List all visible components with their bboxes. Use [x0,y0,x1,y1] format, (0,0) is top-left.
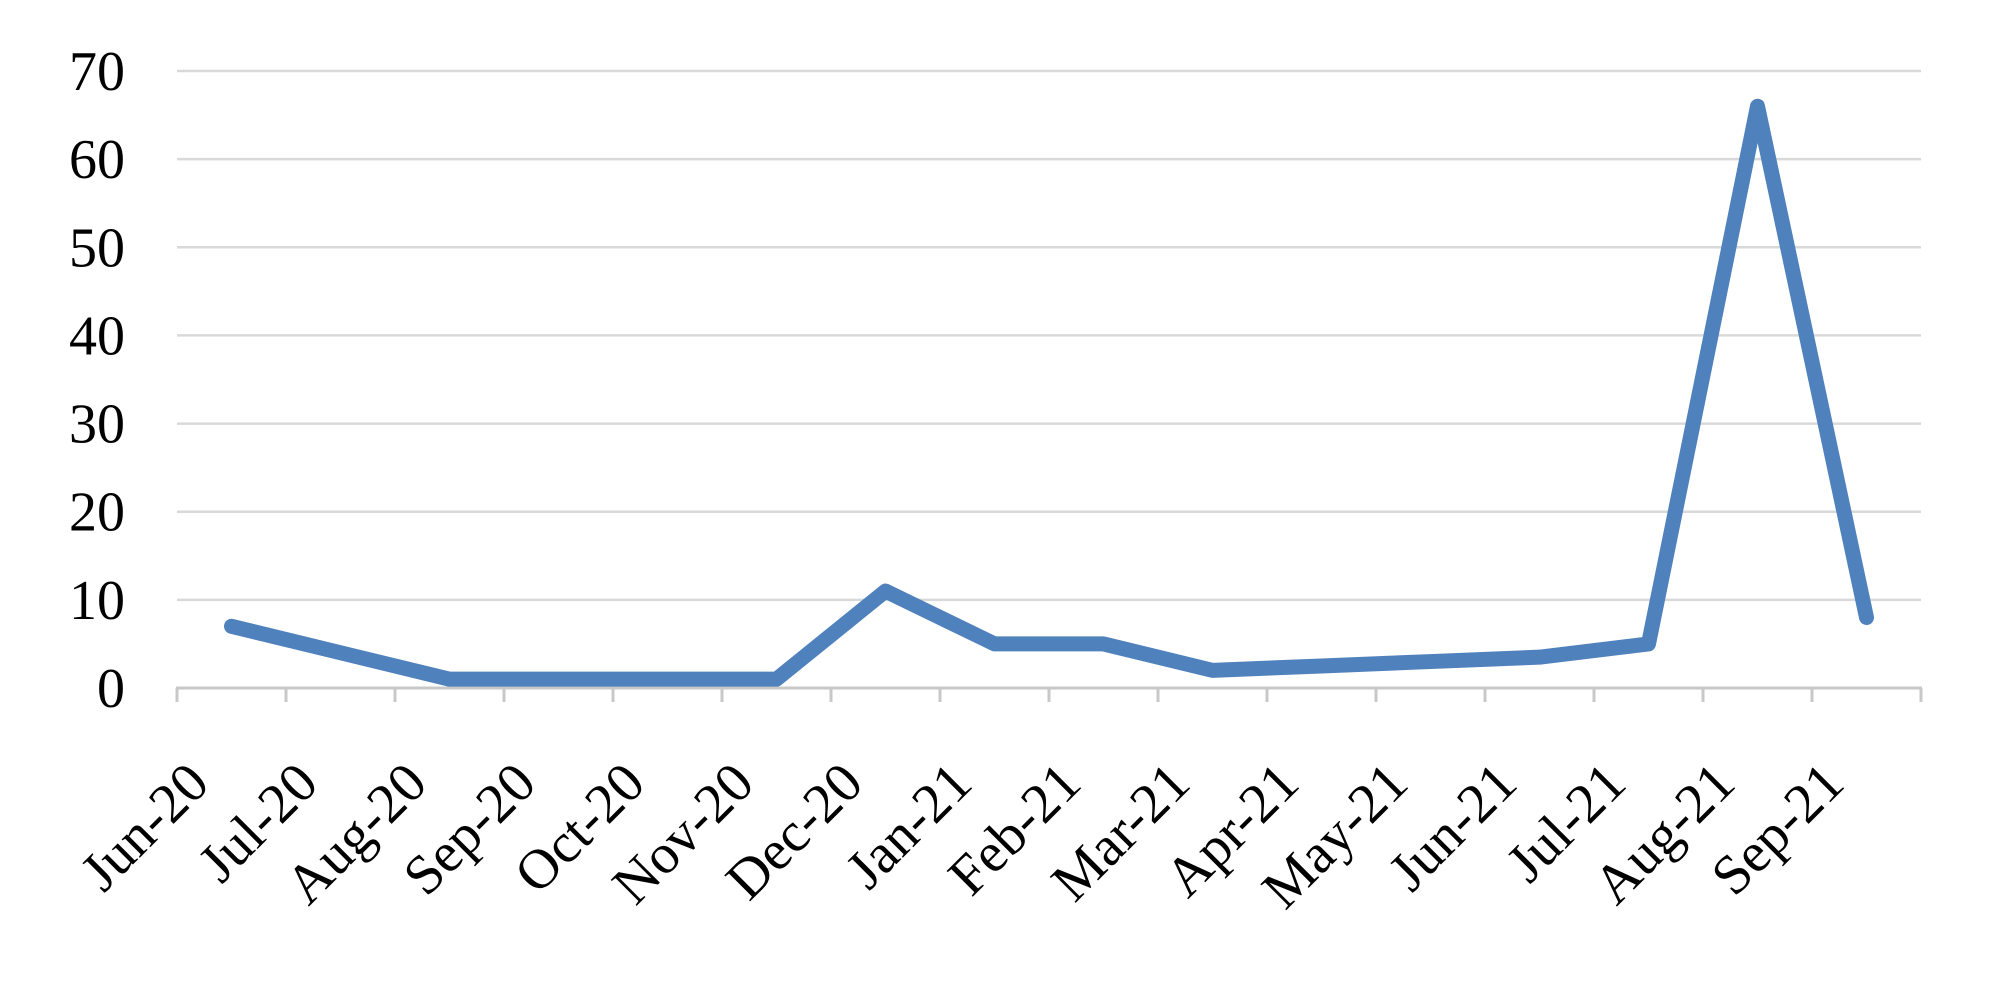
y-axis-tick-label: 20 [69,482,125,544]
y-axis-tick-label: 60 [69,129,125,191]
y-axis-tick-label: 0 [97,658,125,720]
x-axis-tick-label: Jun-21 [1377,751,1529,903]
data-series-line [224,98,1874,687]
y-axis-tick-label: 10 [69,570,125,632]
y-axis-tick-label: 40 [69,305,125,367]
y-axis-tick-label: 50 [69,217,125,279]
x-axis-tick-label: Jun-20 [69,751,221,903]
y-axis-tick-label: 70 [69,41,125,103]
y-axis-tick-label: 30 [69,394,125,456]
